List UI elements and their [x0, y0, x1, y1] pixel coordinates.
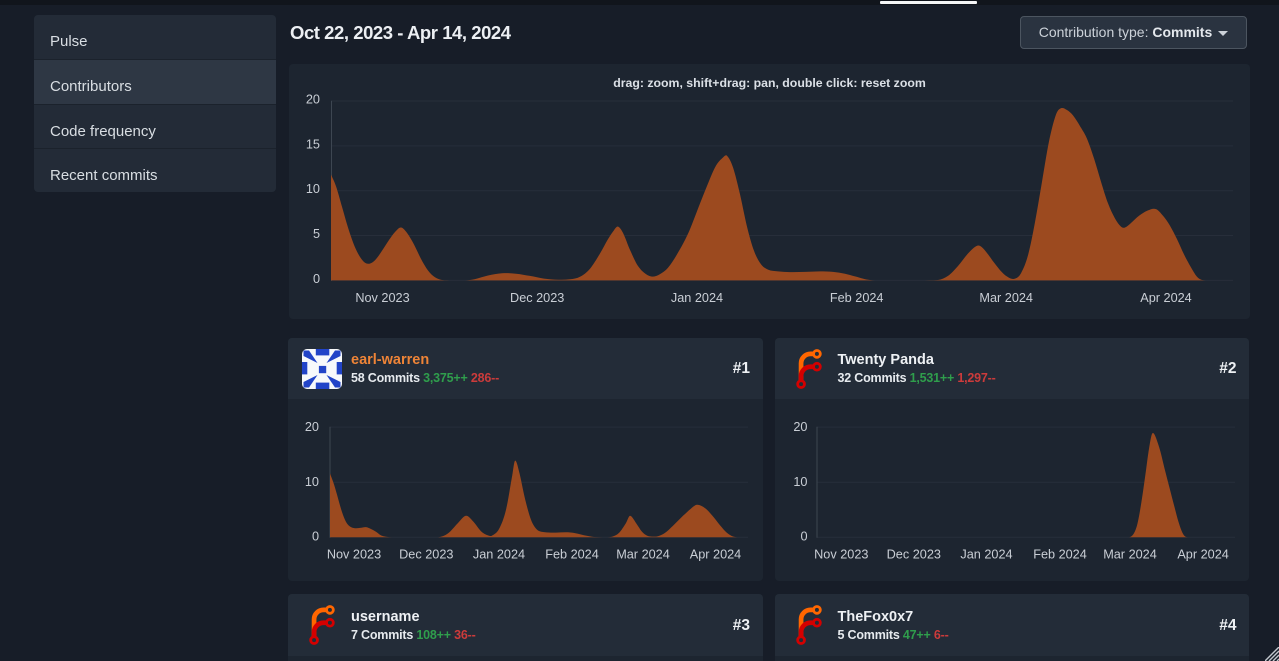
- svg-text:Nov 2023: Nov 2023: [814, 547, 868, 561]
- svg-text:Nov 2023: Nov 2023: [355, 291, 409, 305]
- svg-text:Apr 2024: Apr 2024: [1140, 291, 1192, 305]
- svg-text:0: 0: [312, 529, 319, 543]
- svg-text:0: 0: [800, 529, 807, 543]
- svg-text:Dec 2023: Dec 2023: [399, 547, 453, 561]
- svg-text:Apr 2024: Apr 2024: [690, 547, 742, 561]
- svg-text:20: 20: [793, 420, 807, 434]
- svg-text:Jan 2024: Jan 2024: [671, 291, 723, 305]
- svg-text:Dec 2023: Dec 2023: [886, 547, 940, 561]
- svg-text:Feb 2024: Feb 2024: [1033, 547, 1087, 561]
- svg-text:5: 5: [313, 227, 320, 241]
- svg-text:Jan 2024: Jan 2024: [473, 547, 525, 561]
- svg-text:10: 10: [305, 475, 319, 489]
- svg-text:20: 20: [305, 420, 319, 434]
- svg-text:Dec 2023: Dec 2023: [510, 291, 564, 305]
- svg-text:0: 0: [313, 272, 320, 286]
- svg-text:Mar 2024: Mar 2024: [1103, 547, 1157, 561]
- svg-text:15: 15: [306, 137, 320, 151]
- svg-text:Mar 2024: Mar 2024: [979, 291, 1033, 305]
- svg-text:Feb 2024: Feb 2024: [830, 291, 884, 305]
- svg-text:10: 10: [306, 182, 320, 196]
- svg-text:Jan 2024: Jan 2024: [960, 547, 1012, 561]
- svg-text:Apr 2024: Apr 2024: [1177, 547, 1229, 561]
- svg-text:10: 10: [793, 475, 807, 489]
- svg-text:20: 20: [306, 92, 320, 106]
- svg-text:Nov 2023: Nov 2023: [327, 547, 381, 561]
- svg-text:Mar 2024: Mar 2024: [616, 547, 670, 561]
- svg-text:Feb 2024: Feb 2024: [545, 547, 599, 561]
